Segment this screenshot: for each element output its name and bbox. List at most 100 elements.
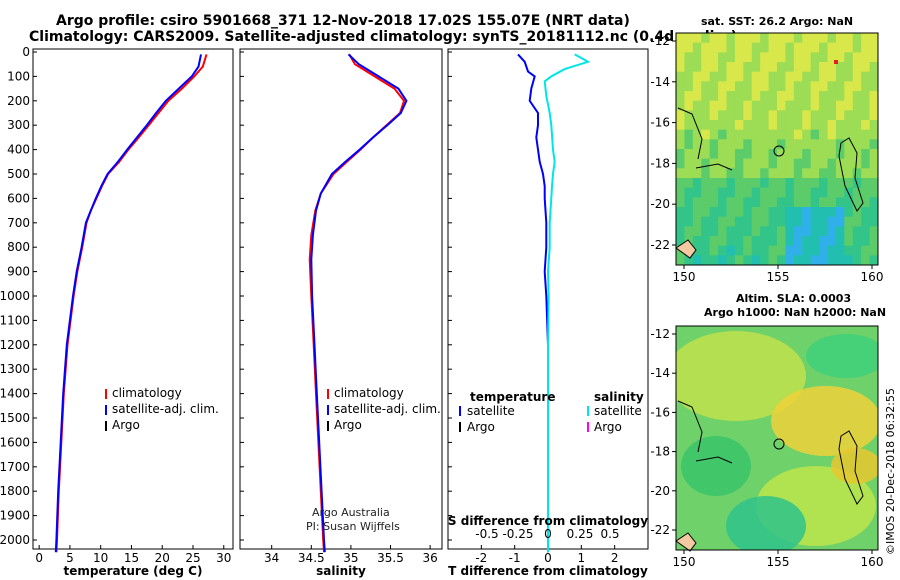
map-cell	[852, 42, 862, 53]
map-cell	[861, 216, 871, 227]
map-cell	[869, 226, 878, 237]
map-hotspot	[834, 60, 838, 64]
map-cell	[793, 236, 803, 247]
map-cell	[835, 110, 845, 121]
map-blob	[726, 496, 806, 550]
map-cell	[827, 178, 837, 189]
map-cell	[743, 33, 753, 44]
map-cell	[852, 187, 862, 198]
map-x-tick-label: 160	[861, 555, 884, 569]
y-tick-label: 500	[7, 167, 30, 181]
map-cell	[760, 178, 770, 189]
map-cell	[684, 255, 694, 265]
map-cell	[861, 245, 871, 256]
map-cell	[676, 207, 685, 218]
map-cell	[802, 139, 812, 150]
map-cell	[718, 168, 727, 179]
top-tick-label: 0.5	[600, 527, 619, 541]
map-cell	[701, 245, 711, 256]
map-cell	[785, 81, 795, 92]
map-cell	[751, 149, 761, 160]
map-cell	[692, 129, 702, 140]
map-sla	[672, 325, 879, 554]
map-cell	[760, 129, 770, 140]
map-cell	[743, 226, 753, 237]
map-cell	[810, 100, 820, 111]
map-coastline	[695, 163, 733, 171]
map-cell	[701, 149, 711, 160]
map-cell	[827, 110, 837, 121]
map-cell	[709, 33, 719, 44]
map-cell	[751, 178, 761, 189]
map-cell	[718, 207, 727, 218]
map-cell	[810, 42, 820, 53]
map-cell	[835, 187, 845, 198]
map-cell	[768, 236, 778, 247]
map-cell	[743, 158, 753, 169]
map-cell	[810, 52, 820, 63]
map-cell	[692, 33, 702, 44]
map-cell	[751, 91, 761, 102]
map-cell	[734, 139, 744, 150]
map-cell	[802, 62, 812, 73]
map-cell	[810, 197, 820, 208]
map-cell	[751, 255, 761, 265]
map-cell	[777, 216, 786, 227]
map-cell	[793, 207, 803, 218]
map-cell	[734, 197, 744, 208]
map-cell	[777, 129, 786, 140]
map-cell	[777, 245, 786, 256]
map-cell	[726, 120, 736, 131]
map-cell	[768, 52, 778, 63]
map-cell	[768, 42, 778, 53]
map-cell	[835, 207, 845, 218]
map-cell	[701, 236, 711, 247]
map-cell	[718, 81, 727, 92]
map-cell	[852, 91, 862, 102]
map-cell	[709, 110, 719, 121]
map-cell	[819, 255, 828, 265]
map-cell	[827, 149, 837, 160]
map-cell	[676, 236, 685, 247]
map-cell	[684, 100, 694, 111]
map-cell	[768, 110, 778, 121]
map-cell	[844, 236, 854, 247]
map-cell	[785, 139, 795, 150]
map-cell	[785, 149, 795, 160]
y-tick-label: 300	[7, 118, 30, 132]
map-cell	[726, 187, 736, 198]
x-tick-label-temperature: 30	[216, 551, 231, 565]
map-cell	[852, 178, 862, 189]
map-cell	[734, 110, 744, 121]
map-cell	[827, 52, 837, 63]
map-cell	[743, 100, 753, 111]
map-cell	[869, 187, 878, 198]
map-cell	[726, 245, 736, 256]
map-cell	[827, 100, 837, 111]
x-axis-label-top-difference: S difference from climatology	[448, 514, 648, 528]
map-cell	[785, 52, 795, 63]
map-cell	[760, 100, 770, 111]
map-cell	[869, 52, 878, 63]
map-cell	[743, 62, 753, 73]
map-cell	[869, 168, 878, 179]
map-cell	[751, 207, 761, 218]
map-cell	[734, 216, 744, 227]
map-cell	[676, 71, 685, 82]
map-cell	[844, 255, 854, 265]
map-cell	[793, 139, 803, 150]
map-cell	[819, 149, 828, 160]
map-cell	[743, 42, 753, 53]
map-cell	[743, 81, 753, 92]
map-cell	[844, 149, 854, 160]
map-cell	[869, 71, 878, 82]
map-cell	[692, 71, 702, 82]
map-cell	[861, 158, 871, 169]
map-cell	[701, 197, 711, 208]
top-tick-label: 0.25	[567, 527, 594, 541]
map-cell	[676, 42, 685, 53]
map-cell	[734, 158, 744, 169]
map-cell	[726, 197, 736, 208]
map-cell	[692, 158, 702, 169]
map-cell	[684, 42, 694, 53]
